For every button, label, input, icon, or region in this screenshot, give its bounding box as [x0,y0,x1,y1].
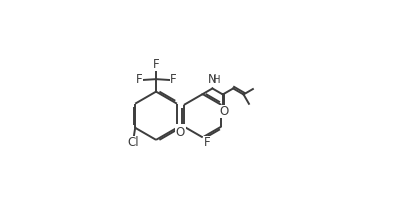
Text: O: O [219,105,228,118]
Text: F: F [204,136,210,149]
Text: H: H [213,75,221,86]
Text: O: O [176,126,185,139]
Text: N: N [208,73,216,86]
Text: F: F [170,73,176,86]
Text: F: F [136,73,143,86]
Text: F: F [153,58,159,71]
Text: Cl: Cl [128,136,139,149]
